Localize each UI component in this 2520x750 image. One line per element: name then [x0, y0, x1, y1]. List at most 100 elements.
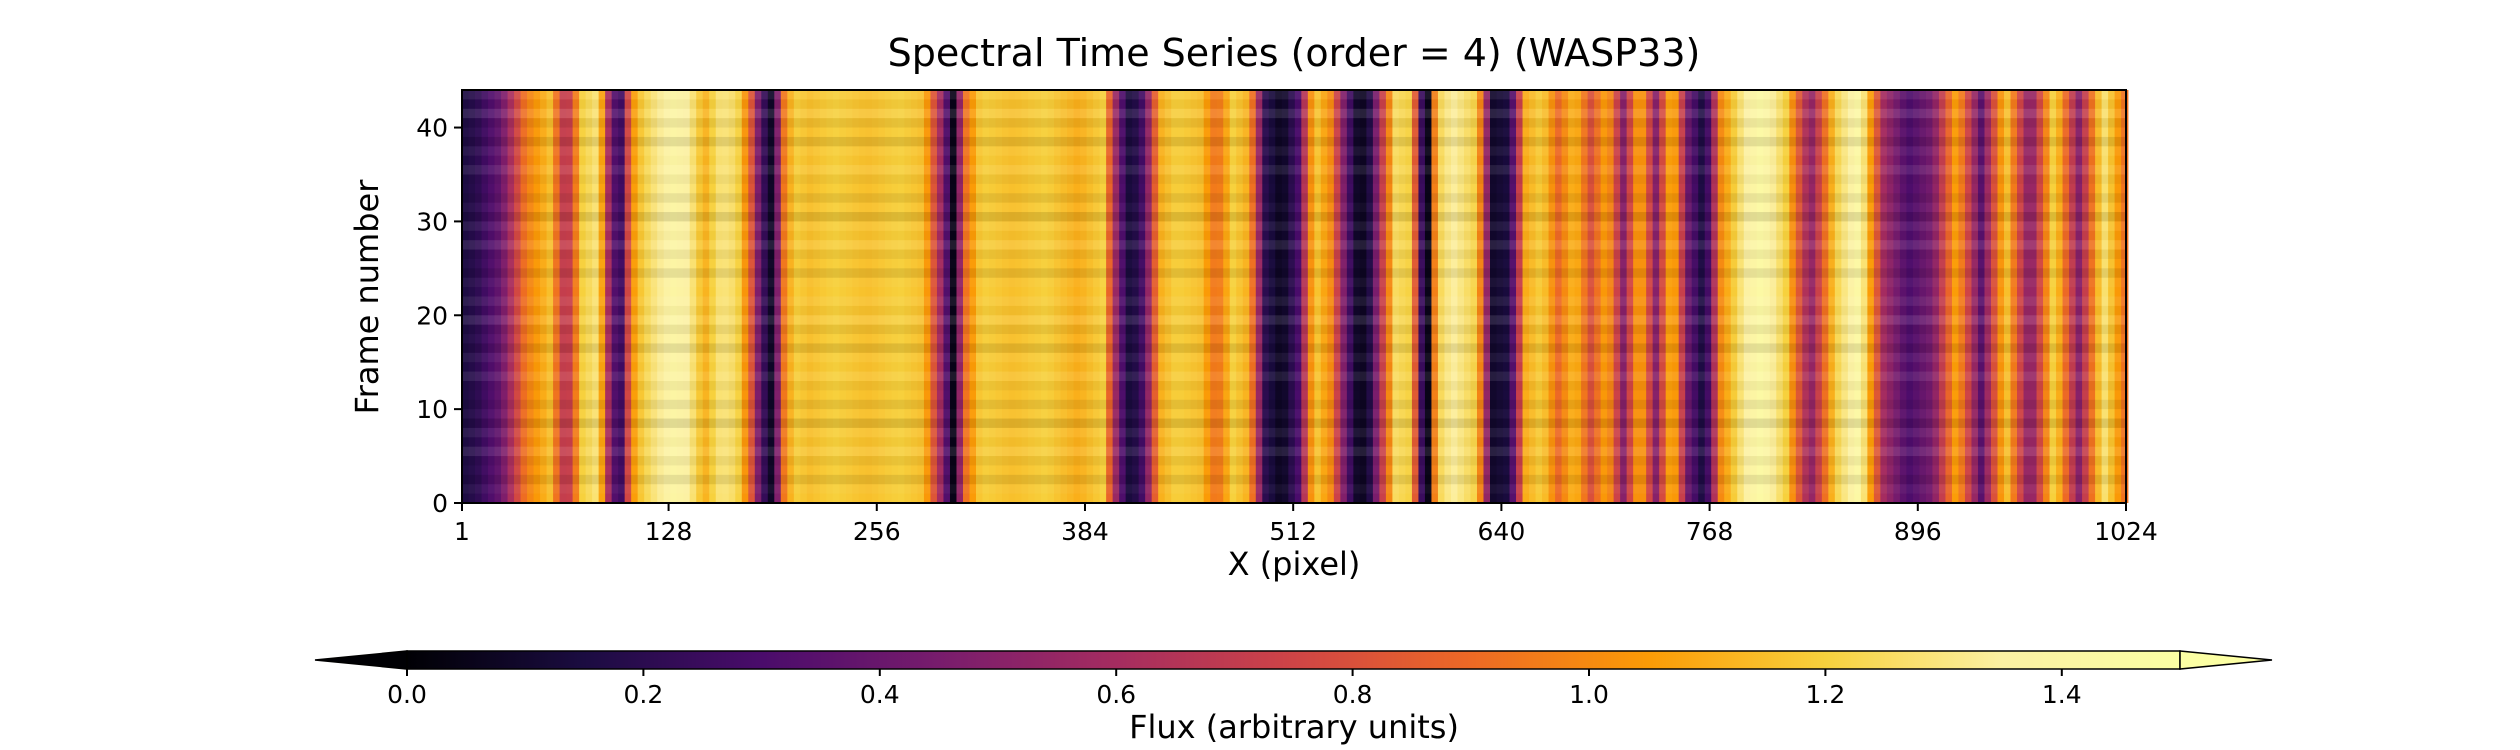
heatmap-column [1099, 90, 1107, 503]
heatmap-column [1138, 90, 1146, 503]
heatmap-column [1366, 90, 1374, 503]
frame-band [462, 427, 2126, 438]
heatmap [462, 90, 2129, 503]
frame-band [462, 259, 2126, 268]
heatmap-column [1977, 90, 1986, 503]
heatmap-column [1353, 90, 1361, 503]
heatmap-column [800, 90, 808, 503]
heatmap-column [1769, 90, 1778, 503]
frame-band [462, 212, 2126, 222]
frame-band [462, 231, 2126, 240]
heatmap-column [1229, 90, 1238, 503]
heatmap-column [1496, 90, 1504, 503]
heatmap-column [806, 90, 815, 503]
heatmap-column [1060, 90, 1068, 503]
x-tick-label: 1 [454, 517, 470, 546]
heatmap-column [1574, 90, 1582, 503]
heatmap-column [1932, 90, 1940, 503]
y-tick-label: 40 [416, 114, 448, 143]
heatmap-column [1392, 90, 1400, 503]
heatmap-column [735, 90, 743, 503]
heatmap-column [1672, 90, 1680, 503]
heatmap-column [501, 90, 509, 503]
colorbar-label: Flux (arbitrary units) [1129, 708, 1459, 746]
heatmap-column [1437, 90, 1446, 503]
frame-band [462, 484, 2126, 494]
frame-band [462, 352, 2126, 363]
heatmap-column [1379, 90, 1387, 503]
heatmap-column [494, 90, 502, 503]
heatmap-column [605, 90, 613, 503]
x-tick-label: 512 [1269, 517, 1317, 546]
heatmap-column [2030, 90, 2038, 503]
y-axis: 0 10 20 30 40 [416, 114, 462, 518]
heatmap-column [1145, 90, 1153, 503]
heatmap-column [1034, 90, 1042, 503]
y-tick-label: 0 [432, 489, 448, 518]
heatmap-column [566, 90, 574, 503]
frame-band [462, 437, 2126, 446]
heatmap-column [1314, 90, 1322, 503]
heatmap-column [1581, 90, 1589, 503]
heatmap-column [1568, 90, 1576, 503]
heatmap-column [858, 90, 867, 503]
heatmap-column [709, 90, 717, 503]
frame-band [462, 90, 2126, 100]
heatmap-column [1633, 90, 1641, 503]
frame-band [462, 128, 2126, 137]
heatmap-column [1190, 90, 1199, 503]
heatmap-column [462, 90, 470, 503]
heatmap-column [663, 90, 672, 503]
frame-band [462, 296, 2126, 306]
heatmap-column [1594, 90, 1602, 503]
heatmap-column [670, 90, 678, 503]
heatmap-column [2101, 90, 2109, 503]
heatmap-column [748, 90, 756, 503]
heatmap-column [1795, 90, 1804, 503]
heatmap-column [1626, 90, 1634, 503]
heatmap-column [2121, 90, 2129, 503]
heatmap-column [754, 90, 763, 503]
frame-band [462, 306, 2126, 315]
heatmap-column [553, 90, 561, 503]
frame-band [462, 268, 2126, 278]
heatmap-column [1646, 90, 1654, 503]
heatmap-column [2056, 90, 2064, 503]
heatmap-column [1776, 90, 1784, 503]
heatmap-column [1958, 90, 1966, 503]
colorbar-tick-label: 1.0 [1569, 680, 1609, 709]
heatmap-column [1125, 90, 1133, 503]
heatmap-column [891, 90, 899, 503]
heatmap-column [650, 90, 658, 503]
heatmap-column [976, 90, 984, 503]
heatmap-column [1990, 90, 1999, 503]
frame-band [462, 446, 2126, 457]
frame-band [462, 315, 2126, 325]
heatmap-column [1867, 90, 1875, 503]
heatmap-column [1620, 90, 1628, 503]
heatmap-column [1815, 90, 1823, 503]
y-axis-label: Frame number [348, 179, 386, 415]
frame-band [462, 343, 2126, 353]
heatmap-column [1294, 90, 1303, 503]
colorbar-gradient [406, 650, 2181, 670]
heatmap-column [1210, 90, 1218, 503]
frame-band [462, 474, 2126, 485]
heatmap-column [468, 90, 476, 503]
heatmap-column [1158, 90, 1166, 503]
frame-band [462, 418, 2126, 428]
heatmap-column [1652, 90, 1660, 503]
heatmap-column [481, 90, 489, 503]
heatmap-column [696, 90, 704, 503]
heatmap-column [871, 90, 880, 503]
heatmap-column [1320, 90, 1329, 503]
colorbar-tick-label: 0.6 [1096, 680, 1136, 709]
heatmap-column [1249, 90, 1257, 503]
heatmap-column [1997, 90, 2005, 503]
heatmap-column [1132, 90, 1140, 503]
y-tick-label: 30 [416, 207, 448, 236]
heatmap-column [618, 90, 626, 503]
frame-band [462, 136, 2126, 147]
heatmap-column [579, 90, 587, 503]
x-tick-label: 896 [1894, 517, 1942, 546]
